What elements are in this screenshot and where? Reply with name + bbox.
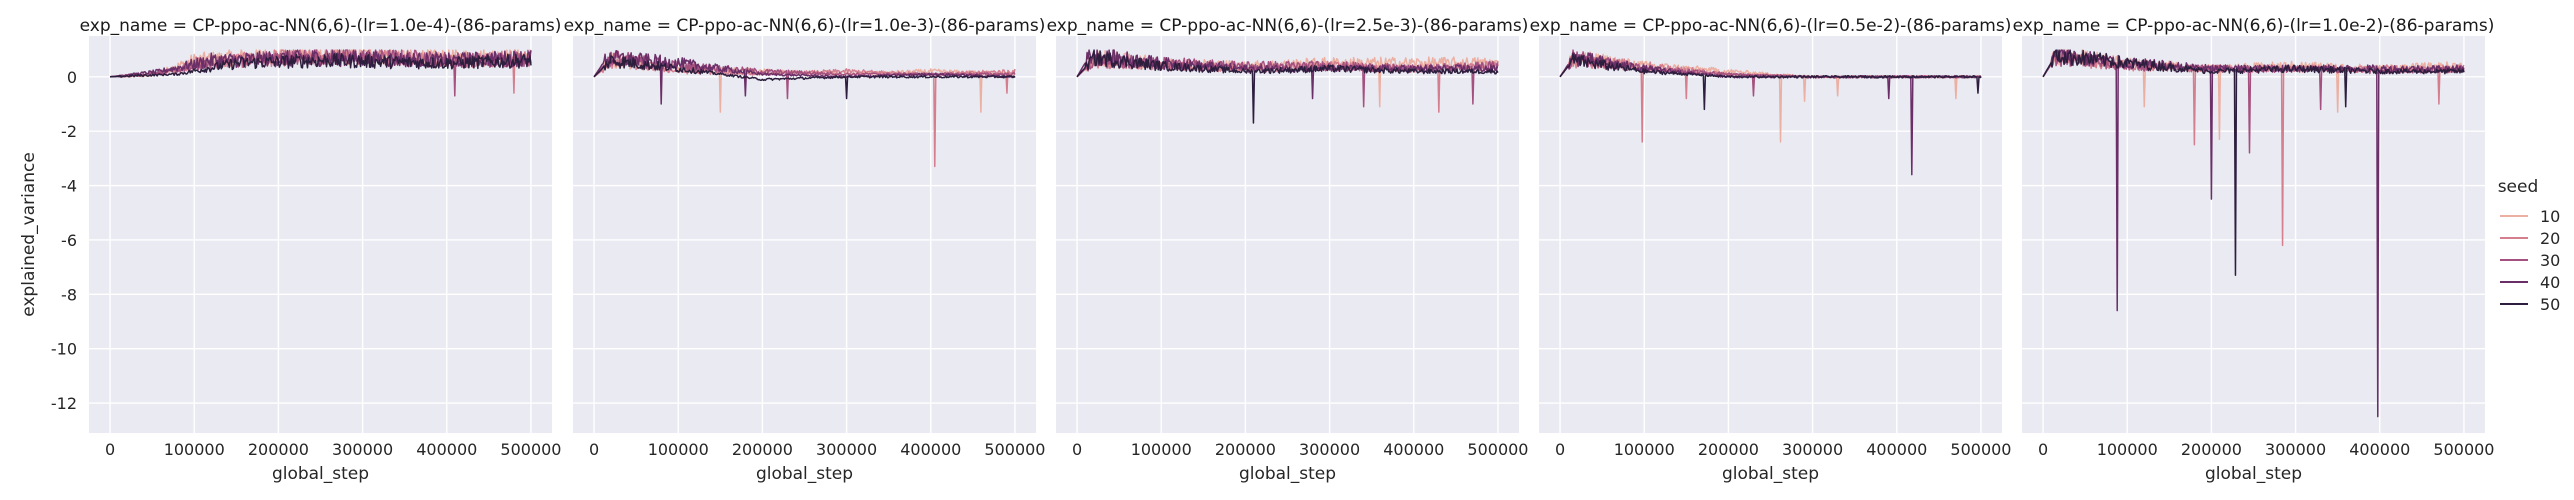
panel-title: exp_name = CP-ppo-ac-NN(6,6)-(lr=0.5e-2)… bbox=[1530, 16, 2012, 36]
series-line-seed-10 bbox=[110, 49, 532, 78]
x-axis-label: global_step bbox=[756, 464, 853, 484]
x-tick-label: 500000 bbox=[2433, 440, 2494, 459]
x-axis-label: global_step bbox=[1239, 464, 1336, 484]
series-group bbox=[2042, 49, 2465, 418]
x-tick-label: 300000 bbox=[816, 440, 877, 459]
facet-panel: exp_name = CP-ppo-ac-NN(6,6)-(lr=1.0e-4)… bbox=[19, 16, 561, 484]
y-tick-label: -2 bbox=[61, 122, 77, 141]
x-tick-label: 0 bbox=[1555, 440, 1565, 459]
series-line-seed-40 bbox=[109, 49, 532, 78]
x-tick-label: 200000 bbox=[2181, 440, 2242, 459]
plot-background bbox=[2022, 36, 2485, 433]
series-line-seed-50 bbox=[1559, 53, 1982, 111]
y-tick-label: -12 bbox=[51, 394, 77, 413]
x-tick-label: 100000 bbox=[2097, 440, 2158, 459]
x-tick-label: 200000 bbox=[1698, 440, 1759, 459]
facet-panel: exp_name = CP-ppo-ac-NN(6,6)-(lr=1.0e-2)… bbox=[2013, 16, 2495, 484]
x-axis-label: global_step bbox=[272, 464, 369, 484]
x-tick-label: 0 bbox=[1072, 440, 1082, 459]
x-tick-label: 200000 bbox=[1215, 440, 1276, 459]
panel-title: exp_name = CP-ppo-ac-NN(6,6)-(lr=1.0e-3)… bbox=[564, 16, 1046, 36]
x-tick-label: 0 bbox=[589, 440, 599, 459]
facet-panel: exp_name = CP-ppo-ac-NN(6,6)-(lr=1.0e-3)… bbox=[564, 16, 1046, 484]
series-line-seed-40 bbox=[2042, 49, 2465, 418]
series-line-seed-50 bbox=[2042, 49, 2465, 277]
x-tick-label: 500000 bbox=[500, 440, 561, 459]
plot-background bbox=[1056, 36, 1519, 433]
x-tick-label: 300000 bbox=[1299, 440, 1360, 459]
x-tick-label: 500000 bbox=[1950, 440, 2011, 459]
series-group bbox=[109, 49, 532, 97]
legend-label: 50 bbox=[2540, 295, 2560, 314]
x-tick-label: 100000 bbox=[164, 440, 225, 459]
y-axis-label: explained_variance bbox=[19, 152, 39, 317]
x-tick-label: 0 bbox=[2038, 440, 2048, 459]
facet-panel: exp_name = CP-ppo-ac-NN(6,6)-(lr=0.5e-2)… bbox=[1530, 16, 2012, 484]
x-tick-label: 300000 bbox=[2265, 440, 2326, 459]
legend-label: 20 bbox=[2540, 229, 2560, 248]
series-line-seed-50 bbox=[1076, 49, 1499, 124]
x-tick-label: 400000 bbox=[1383, 440, 1444, 459]
panel-title: exp_name = CP-ppo-ac-NN(6,6)-(lr=1.0e-4)… bbox=[80, 16, 562, 36]
x-tick-label: 300000 bbox=[332, 440, 393, 459]
x-tick-label: 100000 bbox=[1614, 440, 1675, 459]
plot-background bbox=[1539, 36, 2002, 433]
y-tick-label: -10 bbox=[51, 340, 77, 359]
panel-title: exp_name = CP-ppo-ac-NN(6,6)-(lr=2.5e-3)… bbox=[1047, 16, 1529, 36]
y-tick-label: 0 bbox=[67, 68, 77, 87]
facet-panel: exp_name = CP-ppo-ac-NN(6,6)-(lr=2.5e-3)… bbox=[1047, 16, 1529, 484]
series-group bbox=[593, 49, 1016, 168]
x-tick-label: 300000 bbox=[1782, 440, 1843, 459]
series-group bbox=[1076, 49, 1499, 124]
x-tick-label: 200000 bbox=[732, 440, 793, 459]
x-tick-label: 200000 bbox=[248, 440, 309, 459]
legend-title: seed bbox=[2498, 177, 2539, 197]
plot-background bbox=[89, 36, 552, 433]
x-tick-label: 400000 bbox=[900, 440, 961, 459]
x-axis-label: global_step bbox=[1722, 464, 1819, 484]
series-line-seed-30 bbox=[109, 49, 532, 97]
y-tick-label: -8 bbox=[61, 285, 77, 304]
x-tick-label: 0 bbox=[105, 440, 115, 459]
legend-label: 30 bbox=[2540, 251, 2560, 270]
x-tick-label: 100000 bbox=[1131, 440, 1192, 459]
series-line-seed-50 bbox=[593, 55, 1016, 100]
panel-title: exp_name = CP-ppo-ac-NN(6,6)-(lr=1.0e-2)… bbox=[2013, 16, 2495, 36]
x-tick-label: 400000 bbox=[2349, 440, 2410, 459]
series-line-seed-50 bbox=[109, 53, 532, 78]
legend-label: 10 bbox=[2540, 207, 2560, 226]
x-axis-label: global_step bbox=[2205, 464, 2302, 484]
plot-background bbox=[573, 36, 1036, 433]
y-tick-label: -4 bbox=[61, 177, 77, 196]
x-tick-label: 400000 bbox=[416, 440, 477, 459]
x-tick-label: 100000 bbox=[648, 440, 709, 459]
x-tick-label: 400000 bbox=[1866, 440, 1927, 459]
legend-label: 40 bbox=[2540, 273, 2560, 292]
x-tick-label: 500000 bbox=[984, 440, 1045, 459]
x-tick-label: 500000 bbox=[1467, 440, 1528, 459]
series-group bbox=[1559, 49, 1982, 176]
y-tick-label: -6 bbox=[61, 231, 77, 250]
